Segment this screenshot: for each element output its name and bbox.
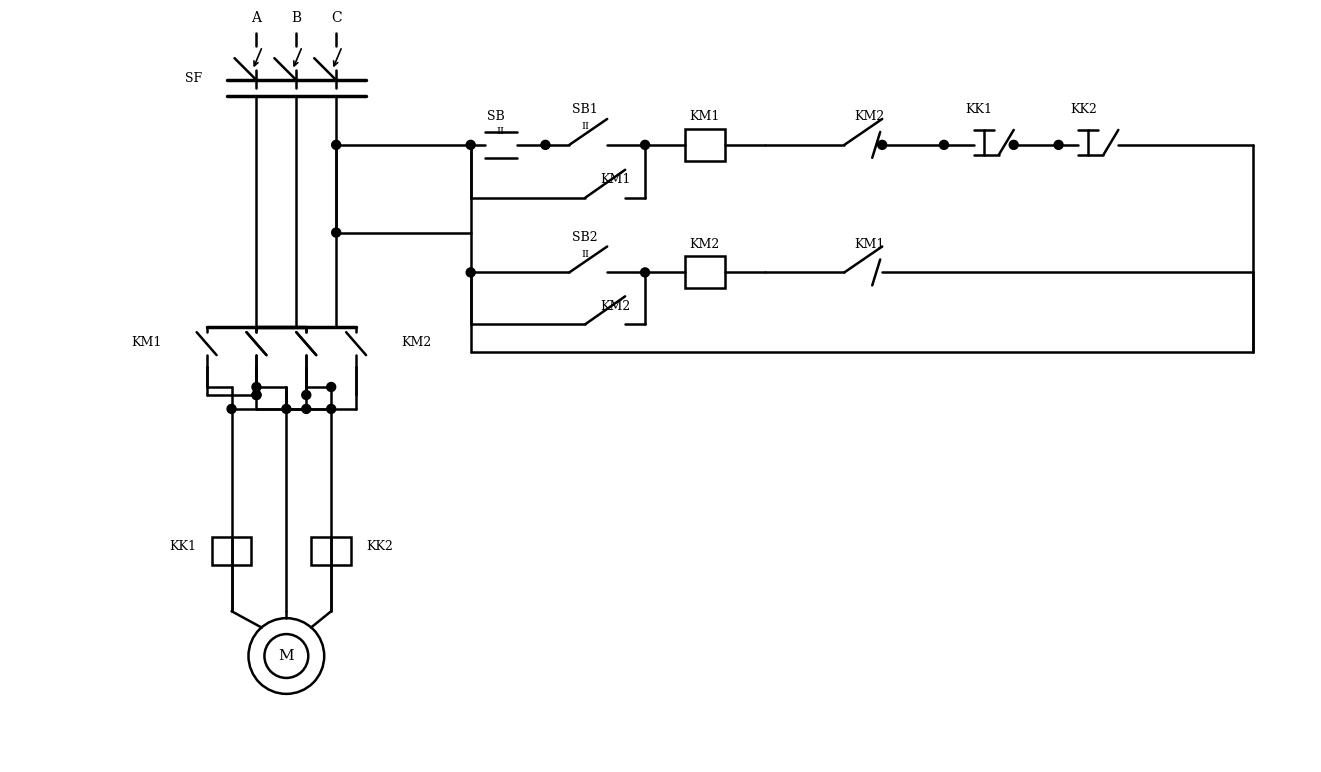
Text: KK2: KK2 xyxy=(366,540,392,553)
Text: KM2: KM2 xyxy=(855,110,884,124)
Circle shape xyxy=(301,405,310,413)
Text: KM2: KM2 xyxy=(690,238,720,251)
Circle shape xyxy=(540,141,550,149)
Circle shape xyxy=(466,268,476,277)
Bar xyxy=(684,256,725,289)
Circle shape xyxy=(281,405,291,413)
Circle shape xyxy=(227,405,236,413)
Bar xyxy=(684,129,725,161)
Text: SB2: SB2 xyxy=(572,231,598,244)
Text: ΙΙ: ΙΙ xyxy=(497,127,505,137)
Text: KM1: KM1 xyxy=(690,110,720,124)
Circle shape xyxy=(466,141,476,149)
Text: KM1: KM1 xyxy=(131,336,161,349)
Text: M: M xyxy=(279,649,295,663)
Circle shape xyxy=(332,228,341,237)
Text: ΙΙ: ΙΙ xyxy=(581,123,589,131)
Circle shape xyxy=(326,405,336,413)
Circle shape xyxy=(252,391,262,399)
Text: C: C xyxy=(330,12,342,25)
Text: A: A xyxy=(251,12,262,25)
Text: SF: SF xyxy=(185,72,202,85)
Circle shape xyxy=(252,391,262,399)
Circle shape xyxy=(1009,141,1018,149)
Circle shape xyxy=(939,141,948,149)
Text: SB: SB xyxy=(486,110,505,124)
Text: KM1: KM1 xyxy=(855,238,885,251)
Bar xyxy=(211,537,251,565)
Circle shape xyxy=(332,141,341,149)
Text: SB1: SB1 xyxy=(572,103,598,117)
Circle shape xyxy=(1054,141,1063,149)
Circle shape xyxy=(877,141,886,149)
Text: KK2: KK2 xyxy=(1070,103,1096,117)
Text: KK1: KK1 xyxy=(169,540,197,553)
Text: KM2: KM2 xyxy=(402,336,431,349)
Circle shape xyxy=(301,391,310,399)
Text: B: B xyxy=(291,12,301,25)
Circle shape xyxy=(252,382,262,391)
Text: KM1: KM1 xyxy=(600,173,630,186)
Circle shape xyxy=(641,141,650,149)
Circle shape xyxy=(641,268,650,277)
Circle shape xyxy=(326,382,336,391)
Bar xyxy=(312,537,351,565)
Text: ΙΙ: ΙΙ xyxy=(581,250,589,259)
Text: KM2: KM2 xyxy=(600,300,630,313)
Text: KK1: KK1 xyxy=(966,103,992,117)
